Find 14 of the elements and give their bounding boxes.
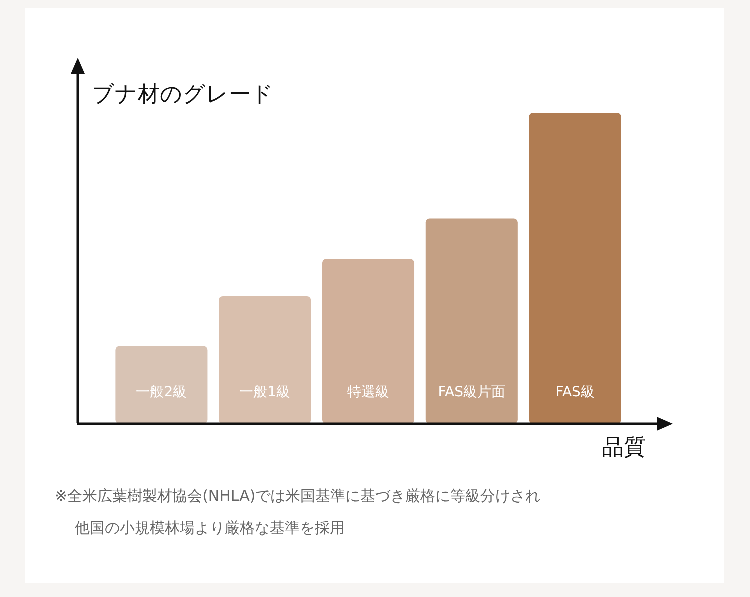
x-tick-label: 一般1級 <box>240 384 291 401</box>
bar <box>322 259 415 424</box>
x-tick-label: 一般2級 <box>136 384 188 401</box>
x-tick-label: 特選級 <box>348 384 390 401</box>
bar <box>426 218 518 424</box>
bar <box>529 113 622 424</box>
text: 他国の小規模林場より厳格な基準を採用 <box>75 519 345 538</box>
y-axis-title: ブナ材のグレード <box>92 82 274 108</box>
text: ※全米広葉樹製材協会(NHLA)では米国基準に基づき厳格に等級分けされ <box>55 487 541 506</box>
x-axis-title: 品質 <box>602 436 646 461</box>
x-tick-label: FAS級 <box>556 384 595 401</box>
bar <box>116 346 208 424</box>
x-tick-label: FAS級片面 <box>438 384 506 401</box>
bar <box>219 296 312 424</box>
